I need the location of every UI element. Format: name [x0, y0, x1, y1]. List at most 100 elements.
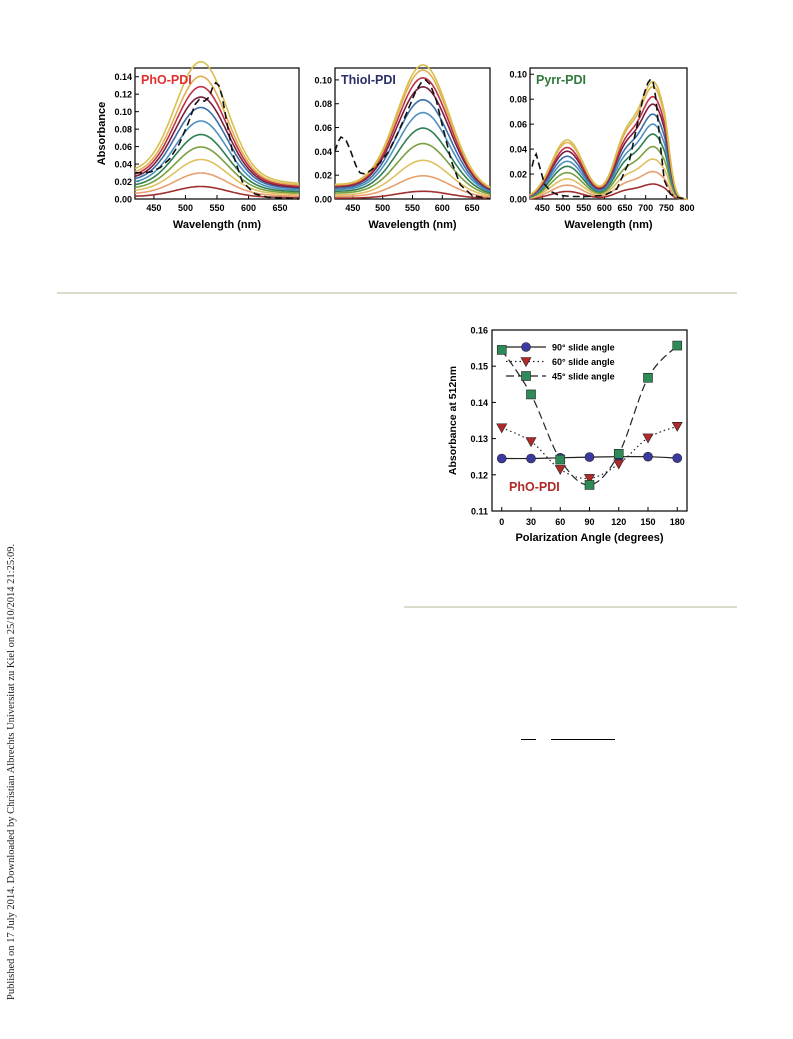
y-axis-label: Absorbance — [96, 102, 108, 166]
spectrum-curve — [135, 185, 299, 199]
spectrum-curve — [335, 98, 491, 191]
data-point — [672, 340, 683, 351]
spectrum-curve — [529, 113, 688, 200]
x-tick-label: 650 — [273, 203, 288, 213]
x-tick-label: 550 — [576, 203, 591, 213]
spectrum-curve — [529, 95, 688, 200]
x-tick-label: 90 — [584, 517, 594, 527]
x-tick-label: 450 — [146, 203, 161, 213]
spectrum-curve — [134, 133, 300, 193]
y-tick-label: 0.13 — [470, 434, 488, 444]
x-tick-label: 450 — [345, 203, 360, 213]
y-tick-label: 0.14 — [114, 72, 132, 82]
data-point — [584, 452, 595, 462]
spectrum-curve — [335, 175, 491, 198]
y-tick-label: 0.00 — [509, 195, 527, 205]
data-point — [520, 357, 532, 368]
publication-note: Published on 17 July 2014. Downloaded by… — [6, 543, 17, 1000]
spectrum-curve — [134, 96, 300, 189]
y-tick-label: 0.11 — [471, 507, 488, 517]
spectrum-curve — [134, 158, 299, 196]
spectrum-curve — [335, 85, 491, 190]
x-tick-label: 60 — [555, 517, 565, 527]
x-axis-label: Wavelength (nm) — [173, 219, 262, 231]
solution-spectrum-dashed — [334, 78, 491, 200]
data-point — [613, 449, 624, 459]
y-tick-label: 0.08 — [314, 99, 332, 109]
y-axis-label: Absorbance at 512nm — [447, 366, 459, 475]
y-tick-label: 0.10 — [114, 107, 132, 117]
y-tick-label: 0.06 — [314, 123, 332, 133]
y-tick-label: 0.10 — [509, 70, 527, 80]
legend-label: 90° slide angle — [552, 343, 615, 353]
y-tick-label: 0.04 — [114, 160, 132, 170]
solution-spectrum-dashed — [135, 81, 300, 200]
x-axis-label: Polarization Angle (degrees) — [515, 532, 663, 544]
y-tick-label: 0.02 — [114, 177, 132, 187]
data-point — [521, 371, 531, 381]
legend-label: 60° slide angle — [552, 357, 615, 367]
y-tick-label: 0.06 — [114, 142, 132, 152]
x-tick-label: 800 — [679, 203, 694, 213]
spectrum-curve — [335, 76, 491, 190]
spectrum-curve — [529, 80, 687, 200]
data-point — [496, 423, 508, 434]
data-point — [583, 474, 596, 485]
x-tick-label: 150 — [640, 517, 655, 527]
spectrum-curve — [529, 158, 687, 200]
x-tick-label: 500 — [178, 203, 193, 213]
y-tick-label: 0.10 — [314, 75, 332, 85]
spectrum-curve — [134, 146, 299, 194]
spectrum-curve — [134, 60, 300, 184]
x-tick-label: 550 — [209, 203, 224, 213]
x-tick-label: 600 — [597, 203, 612, 213]
x-tick-label: 600 — [241, 203, 256, 213]
panel-title: Pyrr-PDI — [536, 73, 586, 87]
data-point — [526, 389, 536, 400]
x-tick-label: 750 — [659, 203, 674, 213]
data-point — [642, 433, 654, 444]
data-point — [555, 454, 566, 465]
spectrum-chart-pho: 0.00 0.02 0.04 0.06 0.08 0.10 0.12 0.14 450 500 55… — [96, 60, 300, 231]
x-tick-label: 650 — [618, 203, 633, 213]
plot-frame — [529, 67, 688, 200]
x-tick-label: 600 — [435, 203, 450, 213]
y-tick-label: 0.04 — [509, 145, 527, 155]
x-axis-label: Wavelength (nm) — [368, 219, 457, 231]
spectrum-curve — [335, 190, 490, 200]
data-point — [643, 451, 653, 462]
spectrum-curve — [134, 85, 300, 187]
spectrum-curve — [134, 120, 299, 191]
spectrum-curve — [335, 159, 491, 197]
y-tick-label: 0.15 — [470, 362, 488, 372]
panel-title: Thiol-PDI — [341, 73, 396, 87]
spectrum-curve — [134, 106, 300, 190]
solution-spectrum-dashed — [531, 77, 688, 200]
x-tick-label: 450 — [535, 203, 550, 213]
y-tick-label: 0.06 — [509, 120, 527, 130]
y-tick-label: 0.02 — [314, 171, 332, 181]
x-tick-label: 180 — [670, 517, 685, 527]
data-point — [643, 372, 653, 383]
y-tick-label: 0.08 — [114, 125, 132, 135]
y-tick-label: 0.14 — [470, 398, 488, 408]
data-point — [554, 465, 566, 475]
polarization-chart: 0.11 0.12 0.13 0.14 0.15 0.16 0 30 60 90 120 150 180… — [447, 326, 688, 544]
y-tick-label: 0.12 — [470, 470, 488, 480]
data-point — [672, 453, 683, 463]
spectrum-curve — [335, 111, 491, 193]
legend-label: 45° slide angle — [552, 372, 615, 382]
data-point — [496, 453, 507, 464]
data-point — [671, 421, 683, 432]
data-point — [521, 342, 531, 352]
equation-fraction-bar — [551, 739, 615, 740]
y-tick-label: 0.08 — [509, 95, 527, 105]
data-point — [496, 345, 507, 355]
data-point — [526, 453, 536, 464]
x-tick-label: 30 — [526, 517, 536, 527]
y-tick-label: 0.00 — [114, 195, 132, 205]
spectrum-curve — [529, 123, 688, 200]
y-tick-label: 0.16 — [470, 326, 488, 336]
spectrum-curve — [335, 64, 491, 188]
y-tick-label: 0.00 — [314, 195, 332, 205]
